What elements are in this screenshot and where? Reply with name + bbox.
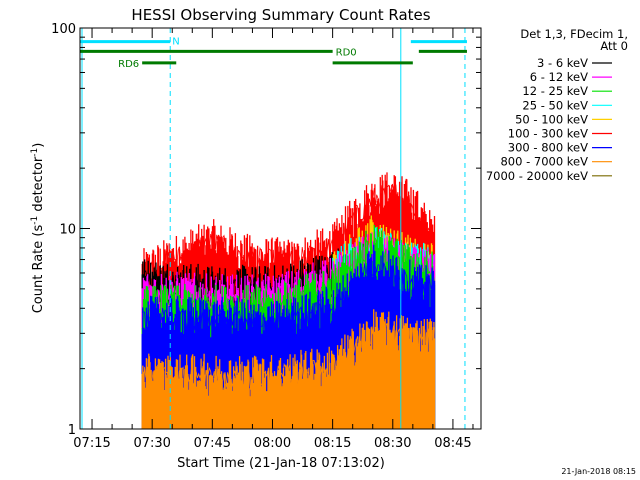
series-trace (142, 323, 435, 391)
footer-timestamp: 21-Jan-2018 08:15 (561, 467, 636, 476)
x-tick-label: 08:15 (314, 436, 351, 451)
x-tick-label: 07:45 (194, 436, 231, 451)
x-tick-label: 07:30 (133, 436, 170, 451)
y-tick-label: 1 (68, 423, 76, 438)
plot-area: N RD0 RD6 (80, 28, 467, 429)
legend-label: 3 - 6 keV (537, 56, 588, 70)
x-tick-label: 08:30 (374, 436, 411, 451)
flag-label-n: N (172, 37, 179, 48)
x-axis-label: Start Time (21-Jan-18 07:13:02) (177, 456, 385, 471)
legend-label: 7000 - 20000 keV (486, 169, 588, 183)
series-trace (141, 183, 435, 285)
y-axis: 1 10 100 (51, 22, 481, 438)
series-band (141, 309, 436, 429)
series-trace (141, 258, 435, 336)
legend-label: 6 - 12 keV (530, 70, 588, 84)
y-tick-label: 100 (51, 22, 76, 37)
y-axis-label: Count Rate (s-1 detector-1) (30, 143, 46, 314)
legend-label: 25 - 50 keV (522, 98, 588, 112)
legend-label: 50 - 100 keV (515, 112, 588, 126)
data-layer (141, 172, 436, 429)
chart-title: HESSI Observing Summary Count Rates (131, 6, 430, 24)
flag-label-rd0: RD0 (336, 47, 357, 58)
legend-header-line1: Det 1,3, FDecim 1, (520, 27, 628, 41)
flag-label-rd6: RD6 (118, 59, 139, 70)
x-axis: 07:15 07:30 07:45 08:00 08:15 08:30 08:45 (73, 28, 474, 451)
legend-label: 12 - 25 keV (522, 84, 588, 98)
series-800-7000-kev (141, 309, 436, 429)
y-tick-label: 10 (59, 223, 76, 238)
legend-label: 100 - 300 keV (508, 127, 588, 141)
x-tick-label: 08:45 (434, 436, 471, 451)
legend-label: 300 - 800 keV (508, 141, 588, 155)
legend-label: 800 - 7000 keV (500, 155, 588, 169)
legend-header-line2: Att 0 (600, 39, 628, 53)
flag-layer: N RD0 RD6 (80, 28, 467, 429)
x-tick-label: 07:15 (73, 436, 110, 451)
x-tick-label: 08:00 (254, 436, 291, 451)
